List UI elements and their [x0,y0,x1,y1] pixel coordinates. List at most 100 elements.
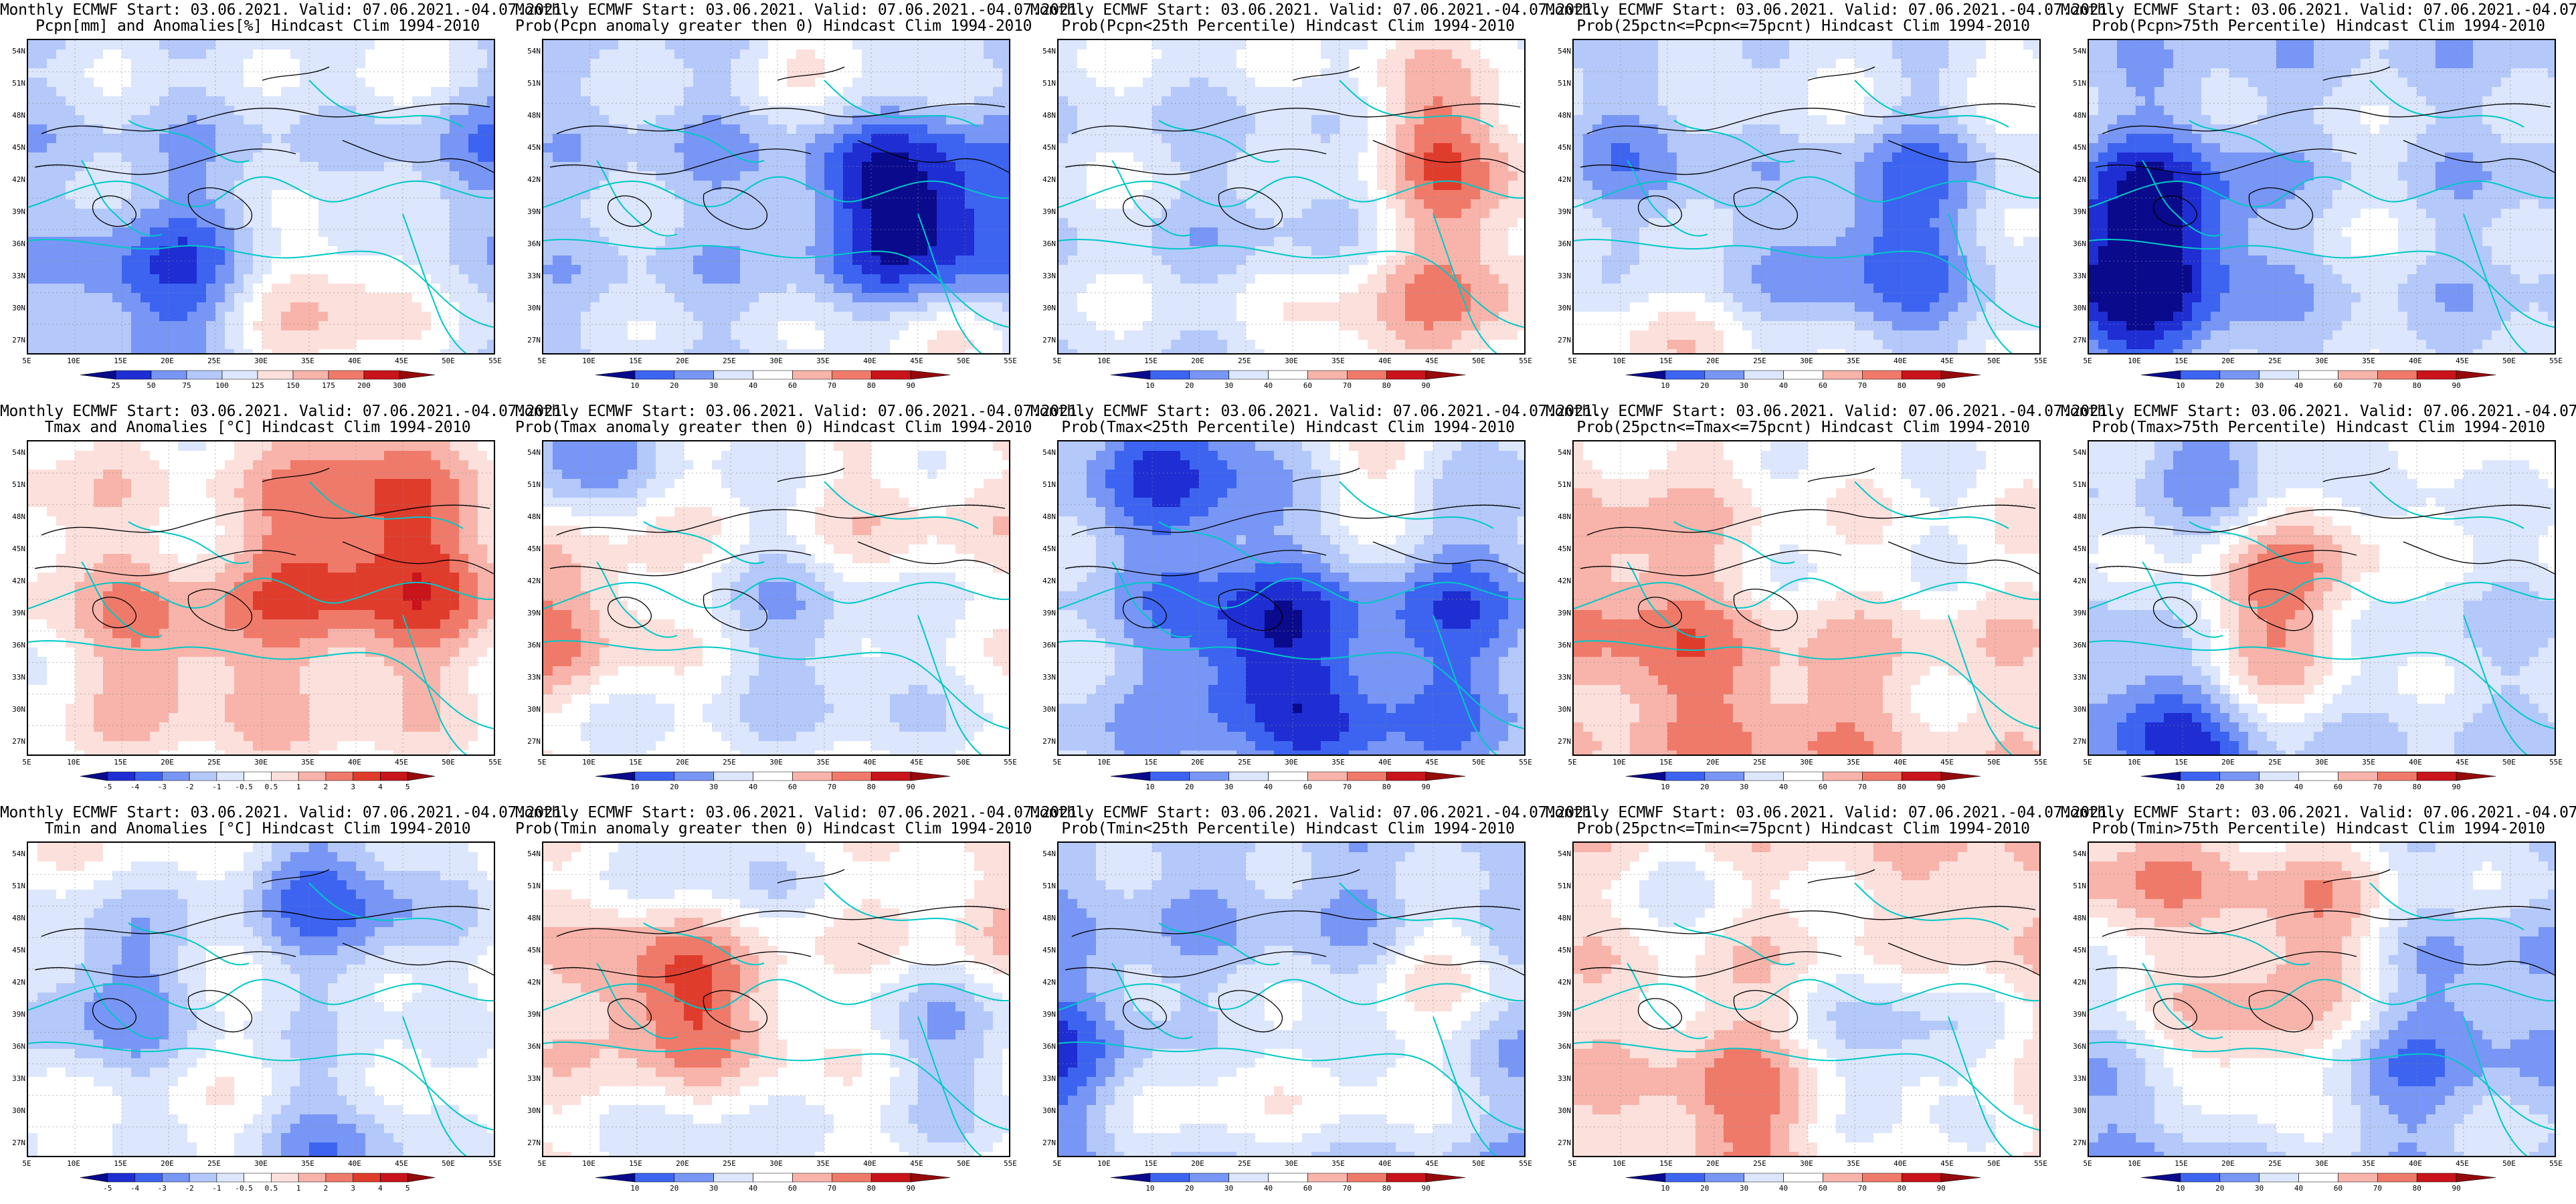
field-cell [1452,218,1461,227]
field-cell [777,40,787,49]
field-cell [122,218,131,227]
field-cell [843,237,852,246]
field-cell [618,340,628,349]
lon-tick-label: 5E [1047,357,1067,365]
field-cell [1461,274,1471,284]
field-cell [693,153,703,162]
field-cell [777,321,787,330]
field-cell [777,246,787,256]
field-cell [122,143,131,153]
field-cell [1227,59,1236,68]
field-cell [684,340,693,349]
field-cell [937,40,946,49]
field-cell [1105,209,1115,218]
field-cell [422,265,431,274]
field-cell [1517,246,1524,256]
field-cell [1330,96,1340,106]
field-cell [609,87,618,96]
field-cell [1302,293,1311,302]
field-cell [918,40,927,49]
field-cell [862,330,871,340]
field-cell [1340,218,1349,227]
field-cell [169,284,178,293]
field-cell [56,199,66,209]
field-cell [740,171,749,181]
field-cell [1386,49,1396,59]
field-cell [824,265,834,274]
field-cell [309,274,318,284]
field-cell [1508,293,1517,302]
field-cell [665,321,674,330]
field-cell [974,143,984,153]
field-cell [1096,181,1105,190]
field-cell [1283,134,1293,143]
field-cell [206,134,215,143]
field-cell [843,209,852,218]
field-cell [459,59,468,68]
field-cell [1171,274,1180,284]
field-cell [112,265,122,274]
coastline [543,176,1009,208]
field-cell [974,302,984,312]
field-cell [272,49,281,59]
field-cell [656,96,665,106]
field-cell [1096,237,1105,246]
field-cell [300,40,309,49]
field-cell [618,96,628,106]
field-cell [984,227,993,237]
field-cell [899,321,909,330]
field-cell [1143,199,1152,209]
lon-tick-label: 35E [813,357,833,365]
field-cell [1499,218,1508,227]
field-cell [1096,265,1105,274]
field-cell [412,199,422,209]
field-cell [1152,68,1162,78]
field-cell [412,293,422,302]
field-cell [1152,49,1162,59]
field-cell [309,78,318,87]
field-cell [309,59,318,68]
field-cell [890,340,899,349]
field-cell [169,143,178,153]
field-cell [974,106,984,115]
field-cell [562,96,571,106]
field-cell [974,199,984,209]
field-cell [47,246,56,256]
field-cell [450,246,459,256]
field-cell [468,256,478,265]
field-cell [37,284,47,293]
field-cell [403,59,412,68]
field-cell [459,143,468,153]
field-cell [393,49,403,59]
field-cell [206,209,215,218]
field-cell [1190,237,1199,246]
field-cell [1002,199,1009,209]
field-cell [206,190,215,199]
field-cell [365,284,375,293]
field-cell [637,209,646,218]
field-cell [393,330,403,340]
field-cell [628,68,637,78]
field-cell [796,274,806,284]
field-cell [843,78,852,87]
field-cell [1115,246,1124,256]
field-cell [290,124,300,134]
field-cell [852,171,862,181]
field-cell [806,265,815,274]
field-cell [965,68,974,78]
field-cell [37,246,47,256]
field-cell [1517,134,1524,143]
field-cell [609,265,618,274]
field-cell [356,302,365,312]
field-cell [759,302,768,312]
field-cell [187,40,197,49]
field-cell [618,115,628,124]
field-cell [347,330,356,340]
field-cell [309,40,318,49]
field-cell [197,190,206,199]
field-cell [487,153,494,162]
field-cell [1293,199,1302,209]
field-cell [365,181,375,190]
field-cell [749,162,759,171]
field-cell [468,181,478,190]
